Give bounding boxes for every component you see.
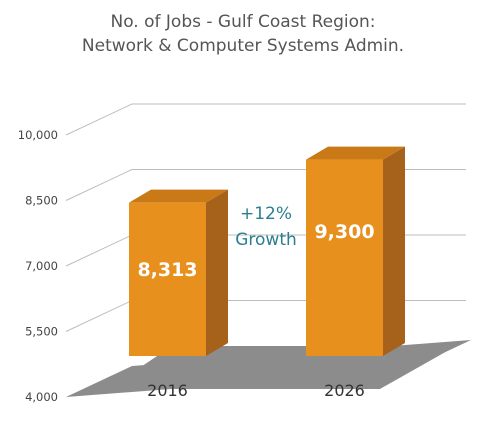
y-tick-label: 4,000 bbox=[25, 390, 58, 404]
y-tick-label: 7,000 bbox=[25, 259, 58, 273]
y-tick-label: 8,500 bbox=[25, 194, 58, 208]
chart-title-line-2: Network & Computer Systems Admin. bbox=[82, 36, 404, 56]
bar-front-face bbox=[306, 159, 383, 356]
bar-top-face bbox=[306, 146, 405, 160]
gridline bbox=[65, 300, 466, 332]
y-tick-label: 5,500 bbox=[25, 325, 58, 339]
bar-side-face bbox=[383, 146, 405, 356]
gridline bbox=[65, 169, 466, 201]
x-tick-label: 2016 bbox=[147, 381, 188, 400]
data-label: 8,313 bbox=[137, 259, 197, 281]
chart-title-line-1: No. of Jobs - Gulf Coast Region: bbox=[110, 12, 375, 32]
data-label: 9,300 bbox=[314, 221, 374, 243]
bar-side-face bbox=[206, 189, 228, 356]
growth-annotation-line-2: Growth bbox=[235, 230, 297, 250]
bar bbox=[306, 146, 405, 356]
bar bbox=[129, 189, 228, 356]
x-tick-label: 2026 bbox=[324, 381, 365, 400]
bar-top-face bbox=[129, 189, 228, 203]
bar-front-face bbox=[129, 202, 206, 356]
growth-annotation: +12% Growth bbox=[235, 204, 297, 250]
growth-annotation-line-1: +12% bbox=[240, 204, 292, 224]
floor-top bbox=[108, 346, 456, 389]
gridline bbox=[65, 103, 466, 136]
bars bbox=[129, 146, 405, 356]
chart-floor bbox=[66, 340, 471, 397]
y-tick-label: 10,000 bbox=[18, 128, 58, 142]
chart-labels: 4,000 5,500 7,000 8,500 10,000 8,313 2016 9,300… bbox=[18, 128, 375, 404]
